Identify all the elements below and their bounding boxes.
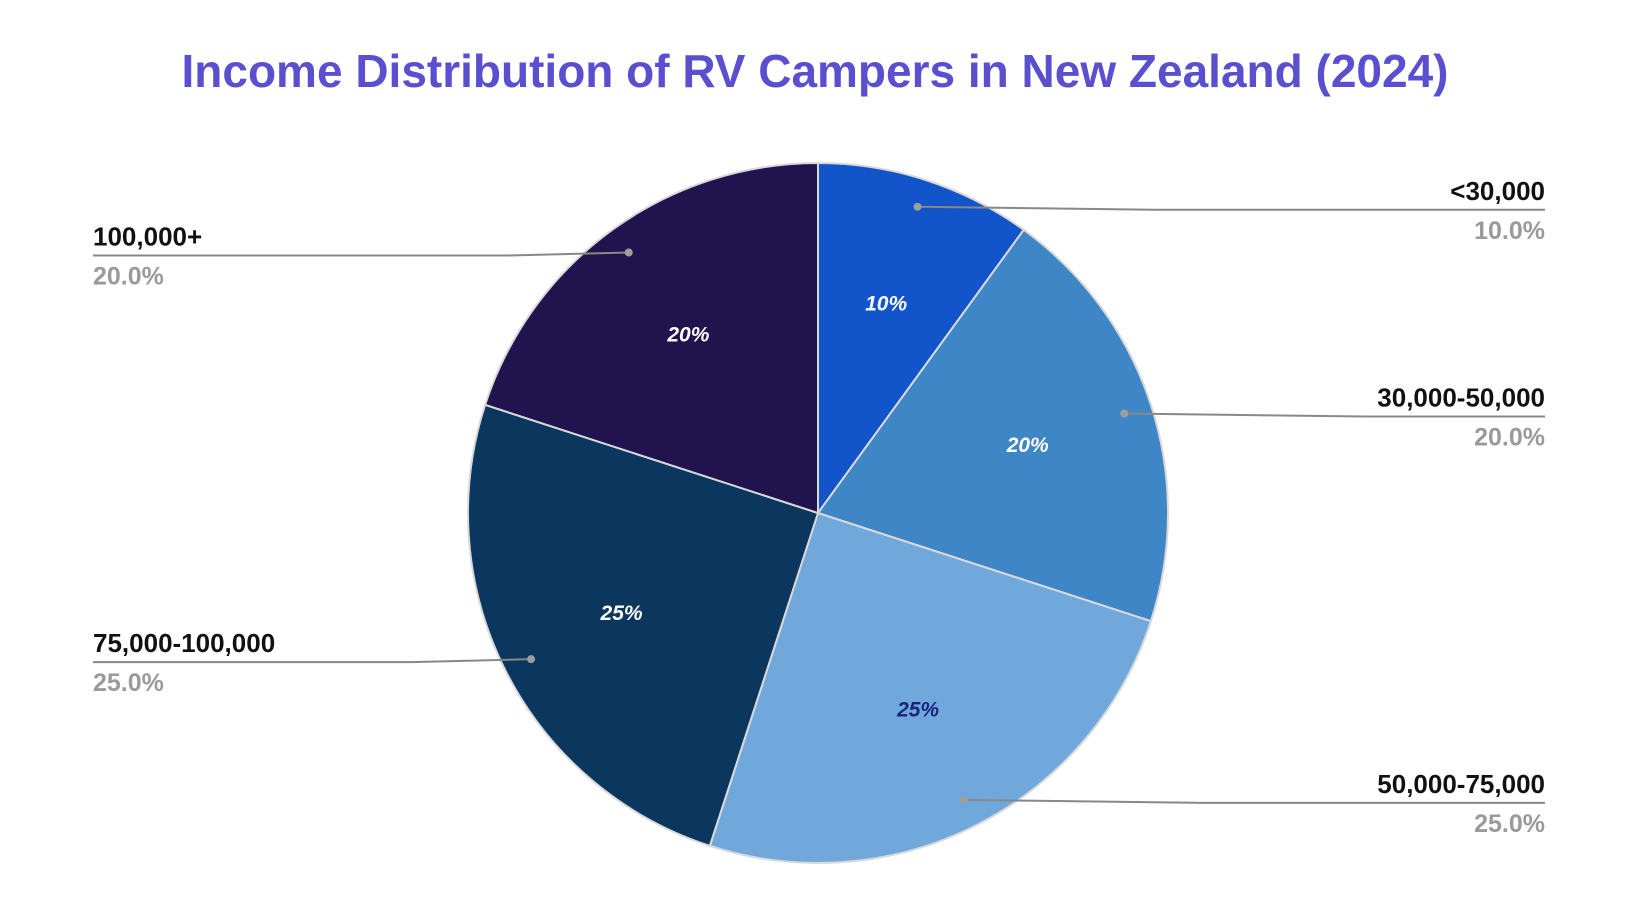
pie-slice-labels: 10% 20% 25% 25% 20% [600,292,1050,721]
category-label-3: 75,000-100,000 [93,628,275,658]
category-percent-1: 20.0% [1474,423,1545,451]
slice-percent-label-2: 25% [896,698,939,721]
leader-lines [93,202,1545,804]
leader-dot-3 [527,655,536,664]
pie-slice-3 [467,403,820,848]
leader-dot-0 [913,202,922,211]
slice-percent-label-4: 20% [666,324,709,347]
pie-slice-1 [816,228,1169,623]
leader-line-0 [917,205,1545,211]
pie-slice-2 [708,511,1153,864]
chart-title: Income Distribution of RV Campers in New… [181,45,1449,97]
category-label-0: <30,000 [1450,176,1545,206]
external-labels: <30,000 10.0% 30,000-50,000 20.0% 50,000-75,… [93,176,1545,838]
leader-dot-4 [624,248,633,257]
leader-line-1 [1124,412,1545,418]
pie-slices [467,161,1169,864]
category-label-4: 100,000+ [93,221,202,251]
leader-dot-2 [960,795,969,804]
leader-line-2 [964,798,1545,804]
leader-line-3 [93,658,532,664]
category-percent-4: 20.0% [93,262,164,290]
slice-percent-label-1: 20% [1006,434,1049,457]
slice-percent-label-3: 25% [600,602,643,625]
category-percent-2: 25.0% [1474,810,1545,838]
category-label-2: 50,000-75,000 [1377,769,1545,799]
category-percent-0: 10.0% [1474,217,1545,245]
pie-slice-4 [483,161,819,515]
slice-percent-label-0: 10% [865,292,907,315]
leader-dot-1 [1120,409,1129,418]
category-label-1: 30,000-50,000 [1377,382,1545,412]
category-percent-3: 25.0% [93,669,164,697]
pie-slice-0 [817,161,1026,517]
leader-line-4 [93,251,629,257]
